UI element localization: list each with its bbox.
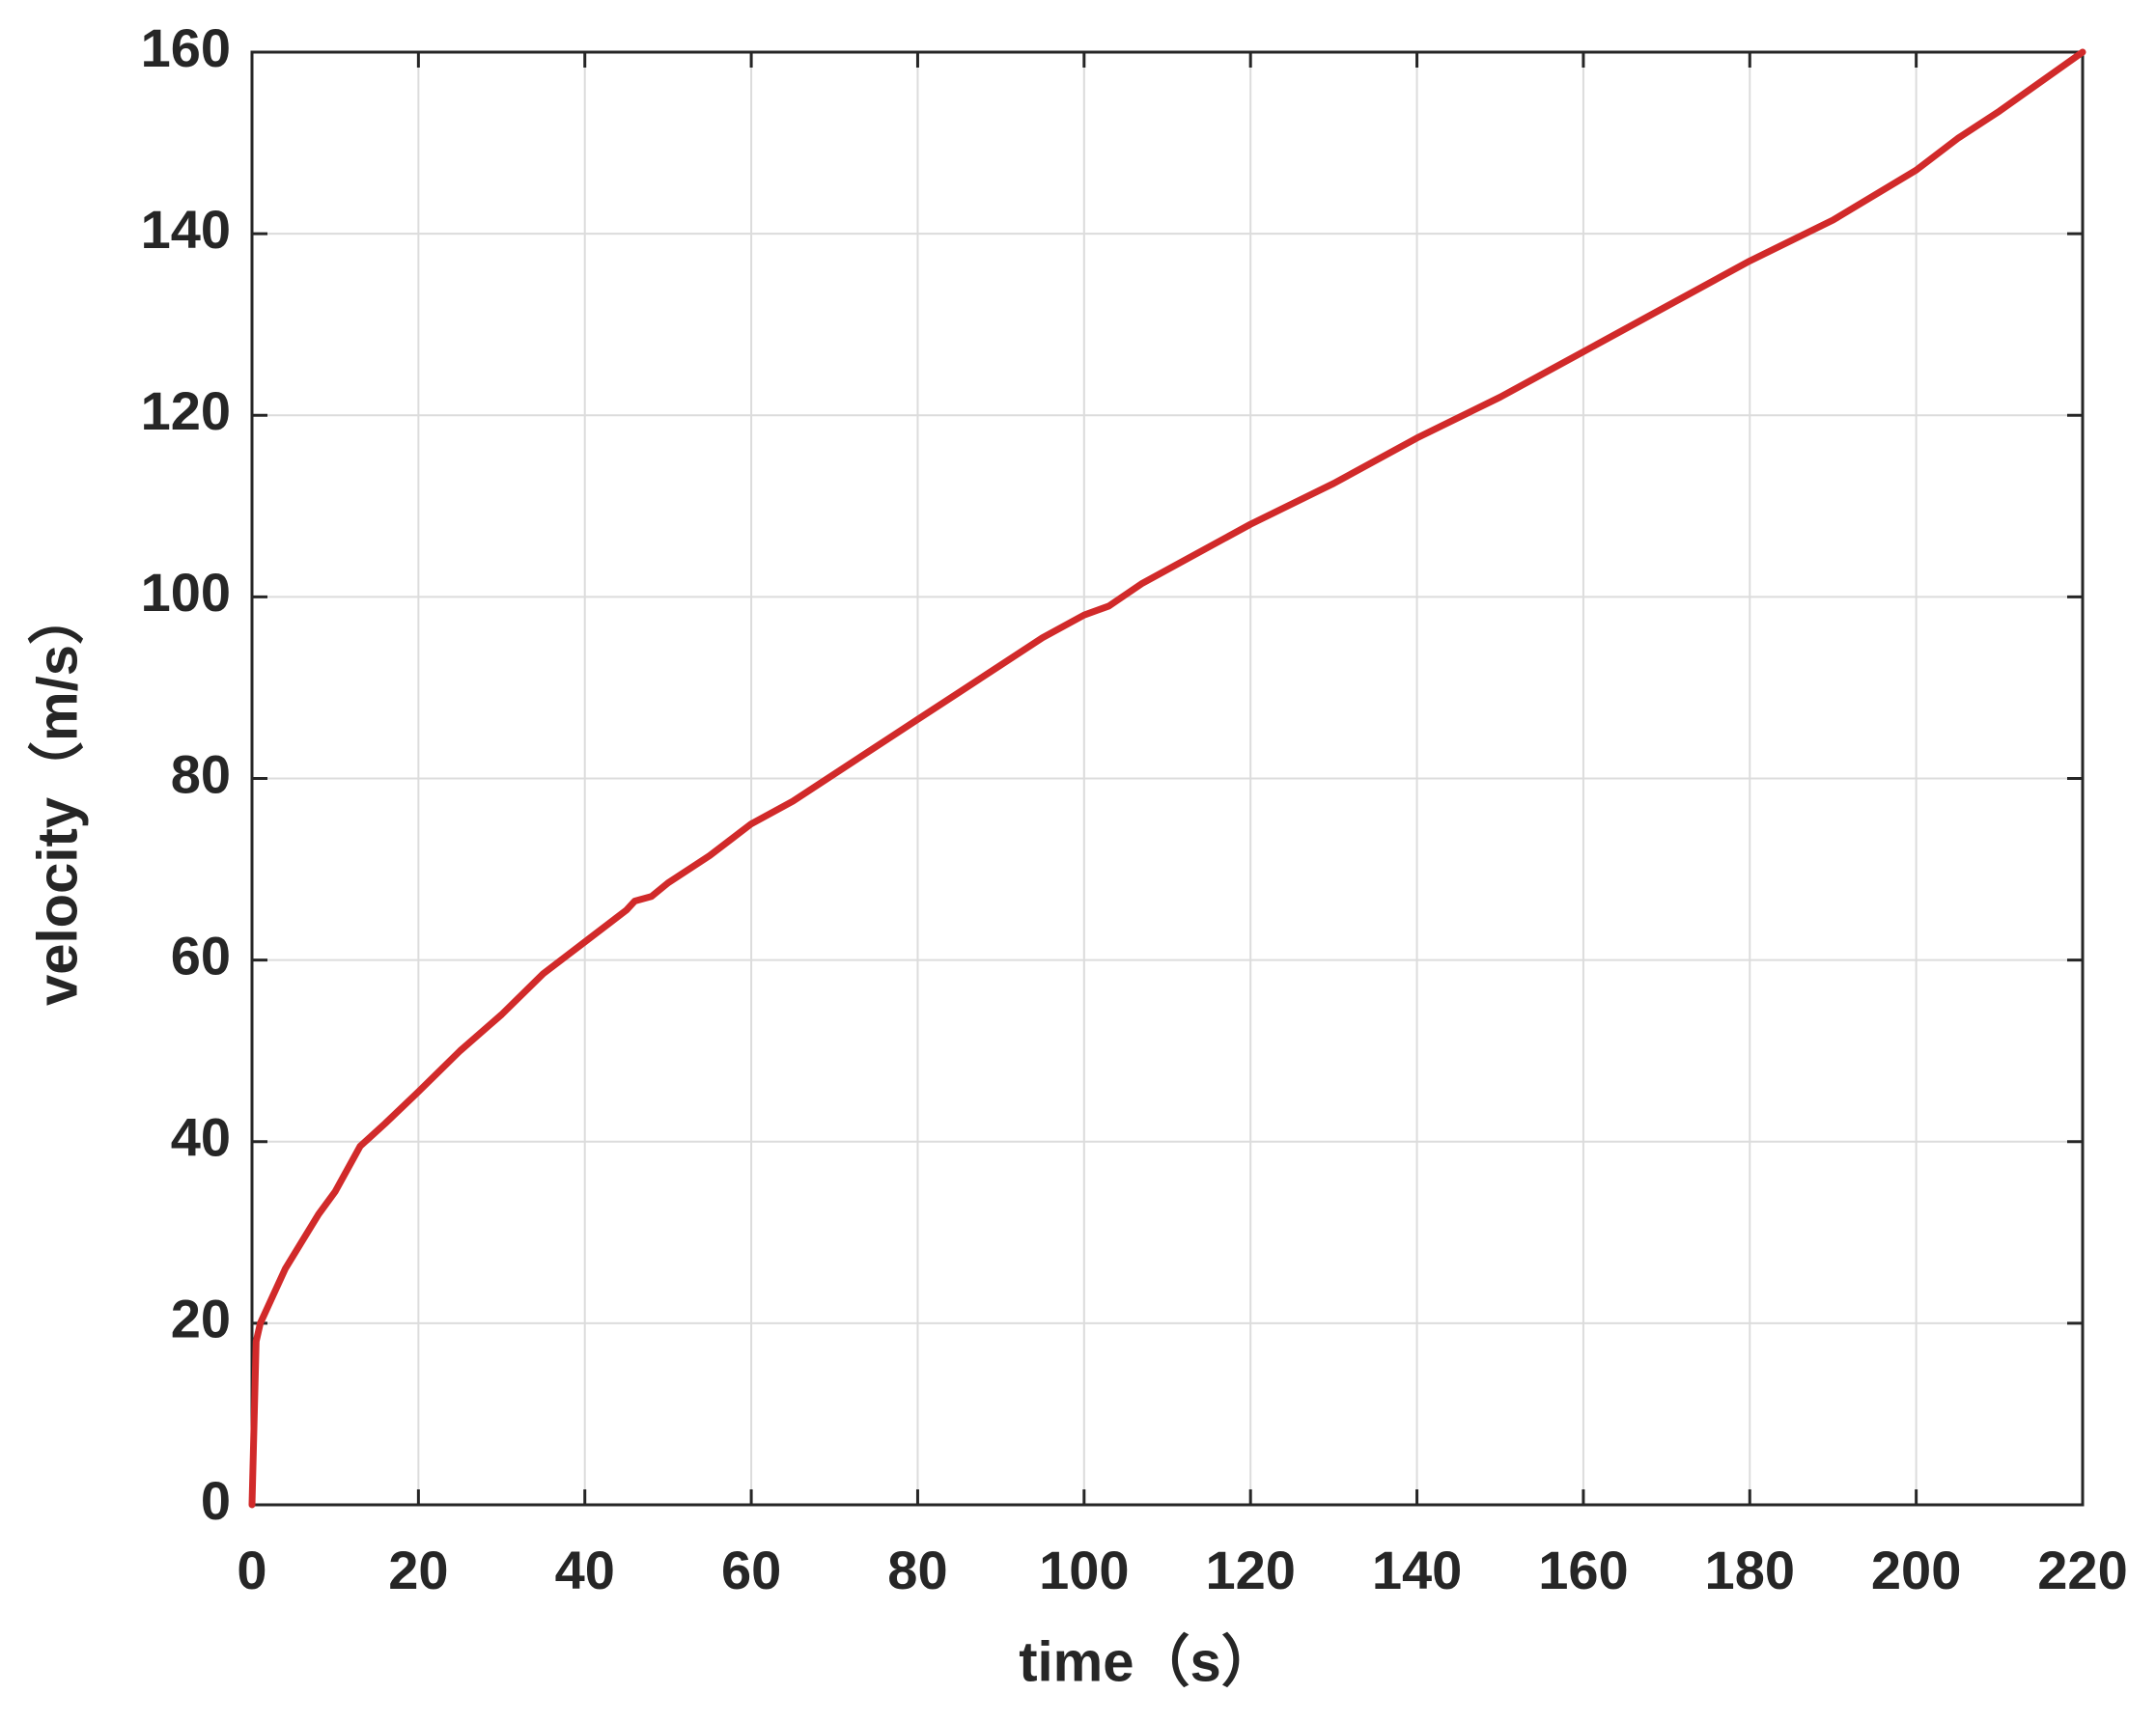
y-tick-label: 20 xyxy=(171,1289,231,1349)
x-tick-label: 220 xyxy=(2037,1540,2127,1600)
y-tick-label: 0 xyxy=(201,1470,231,1531)
y-axis-label: velocity（m/s） xyxy=(26,589,89,1006)
y-tick-label: 40 xyxy=(171,1107,231,1168)
y-tick-label: 80 xyxy=(171,743,231,804)
x-tick-label: 160 xyxy=(1538,1540,1628,1600)
x-tick-label: 200 xyxy=(1871,1540,1961,1600)
y-tick-label: 160 xyxy=(141,17,231,78)
x-axis-label: time（s） xyxy=(1019,1630,1277,1693)
y-tick-label: 60 xyxy=(171,925,231,986)
x-tick-label: 20 xyxy=(388,1540,448,1600)
y-tick-label: 140 xyxy=(141,199,231,260)
plot-frame xyxy=(250,50,2085,1507)
x-tick-label: 40 xyxy=(555,1540,615,1600)
x-tick-label: 140 xyxy=(1372,1540,1462,1600)
x-tick-label: 180 xyxy=(1705,1540,1795,1600)
x-tick-label: 60 xyxy=(721,1540,781,1600)
data-line xyxy=(248,48,2086,1509)
x-tick-label: 120 xyxy=(1205,1540,1295,1600)
y-tick-label: 100 xyxy=(141,562,231,623)
y-tick-label: 120 xyxy=(141,380,231,441)
x-tick-label: 0 xyxy=(237,1540,266,1600)
x-tick-label: 100 xyxy=(1039,1540,1129,1600)
x-tick-label: 80 xyxy=(887,1540,947,1600)
